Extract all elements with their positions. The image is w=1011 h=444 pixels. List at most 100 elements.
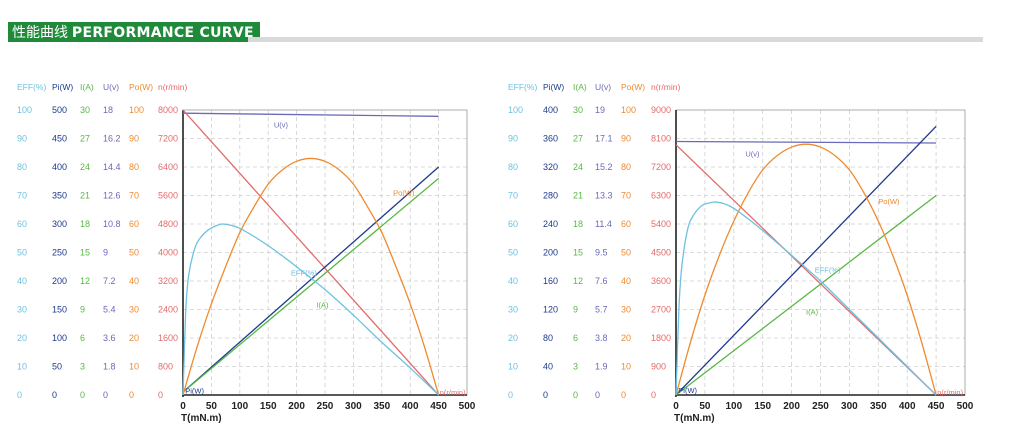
y-tick-u: 16.2 <box>103 134 121 144</box>
y-tick-pi: 160 <box>543 276 558 286</box>
y-tick-u: 9 <box>103 248 108 258</box>
x-tick-label: 300 <box>345 401 362 412</box>
series-eff-line <box>675 201 937 396</box>
y-tick-eff: 20 <box>508 333 518 343</box>
curve-label-i: I(A) <box>806 307 819 316</box>
y-tick-i: 9 <box>80 305 85 315</box>
y-tick-eff: 90 <box>508 134 518 144</box>
y-tick-i: 30 <box>573 105 583 115</box>
curve-label-eff: EFF(%) <box>815 265 841 274</box>
y-tick-po: 70 <box>621 191 631 201</box>
axis-header-pi: Pi(W) <box>543 82 564 92</box>
y-tick-po: 30 <box>621 305 631 315</box>
y-tick-po: 80 <box>129 162 139 172</box>
y-tick-i: 21 <box>573 191 583 201</box>
series-i-line <box>182 177 440 393</box>
y-tick-i: 12 <box>80 276 90 286</box>
y-tick-i: 24 <box>573 162 583 172</box>
y-tick-i: 18 <box>573 219 583 229</box>
y-tick-po: 20 <box>621 333 631 343</box>
y-tick-pi: 500 <box>52 105 67 115</box>
y-tick-po: 70 <box>129 191 139 201</box>
section-title-en: PERFORMANCE CURVE <box>71 25 254 41</box>
y-tick-po: 0 <box>621 390 626 400</box>
y-tick-eff: 100 <box>508 105 523 115</box>
curve-label-n: n(r/min) <box>937 388 963 397</box>
y-tick-n: 7200 <box>158 134 178 144</box>
y-tick-u: 0 <box>595 390 600 400</box>
y-tick-i: 18 <box>80 219 90 229</box>
x-tick-label: 350 <box>870 401 887 412</box>
y-tick-pi: 50 <box>52 362 62 372</box>
y-tick-u: 13.3 <box>595 191 613 201</box>
y-tick-n: 8100 <box>651 134 671 144</box>
y-tick-eff: 30 <box>17 305 27 315</box>
series-pi-line <box>182 166 440 393</box>
y-tick-po: 80 <box>621 162 631 172</box>
x-axis-label: T(mN.m) <box>181 413 222 424</box>
x-tick-label: 450 <box>430 401 447 412</box>
series-eff-line <box>182 223 440 396</box>
x-tick-label: 500 <box>957 401 974 412</box>
y-tick-po: 100 <box>621 105 636 115</box>
axis-header-pi: Pi(W) <box>52 82 73 92</box>
y-tick-po: 10 <box>129 362 139 372</box>
curve-label-u: U(v) <box>745 150 760 159</box>
y-tick-n: 4000 <box>158 248 178 258</box>
y-tick-u: 10.8 <box>103 219 121 229</box>
y-tick-pi: 40 <box>543 362 553 372</box>
y-tick-n: 3200 <box>158 276 178 286</box>
y-tick-pi: 80 <box>543 333 553 343</box>
y-tick-eff: 90 <box>17 134 27 144</box>
y-tick-i: 15 <box>80 248 90 258</box>
axis-header-u: U(v) <box>595 82 611 92</box>
y-tick-i: 0 <box>573 390 578 400</box>
x-tick-label: 50 <box>699 401 711 412</box>
y-tick-po: 40 <box>129 276 139 286</box>
y-tick-eff: 0 <box>17 390 22 400</box>
x-tick-label: 350 <box>373 401 390 412</box>
series-i-line <box>675 194 937 396</box>
x-tick-label: 0 <box>180 401 186 412</box>
y-tick-u: 11.4 <box>595 219 612 229</box>
y-tick-po: 20 <box>129 333 139 343</box>
y-tick-pi: 400 <box>52 162 67 172</box>
y-tick-i: 9 <box>573 305 578 315</box>
y-tick-u: 3.6 <box>103 333 116 343</box>
y-tick-po: 60 <box>621 219 631 229</box>
y-tick-n: 1600 <box>158 333 178 343</box>
y-tick-n: 8000 <box>158 105 178 115</box>
series-po-line <box>182 157 440 396</box>
y-tick-pi: 200 <box>543 248 558 258</box>
series-po-line <box>675 143 937 396</box>
x-tick-label: 150 <box>260 401 277 412</box>
y-tick-i: 6 <box>80 333 85 343</box>
header-divider <box>248 37 983 42</box>
y-tick-u: 15.2 <box>595 162 613 172</box>
axis-header-i: I(A) <box>80 82 94 92</box>
curve-label-eff: EFF(%) <box>291 268 317 277</box>
y-tick-po: 60 <box>129 219 139 229</box>
y-tick-n: 9000 <box>651 105 671 115</box>
y-tick-i: 27 <box>80 134 90 144</box>
y-tick-u: 5.4 <box>103 305 116 315</box>
y-tick-u: 1.8 <box>103 362 116 372</box>
y-tick-n: 800 <box>158 362 173 372</box>
y-tick-n: 900 <box>651 362 666 372</box>
y-tick-eff: 20 <box>17 333 27 343</box>
x-tick-label: 300 <box>841 401 858 412</box>
y-tick-u: 5.7 <box>595 305 608 315</box>
axis-header-eff: EFF(%) <box>508 82 537 92</box>
y-tick-i: 24 <box>80 162 90 172</box>
y-tick-pi: 240 <box>543 219 558 229</box>
y-tick-eff: 100 <box>17 105 32 115</box>
y-tick-i: 3 <box>573 362 578 372</box>
y-tick-eff: 50 <box>17 248 27 258</box>
y-tick-n: 5600 <box>158 191 178 201</box>
x-tick-label: 500 <box>459 401 476 412</box>
y-tick-u: 18 <box>103 105 113 115</box>
chart-1: EFF(%) Pi(W) I(A) U(v) Po(W) n(r/min)10090807… <box>17 82 476 424</box>
curve-label-u: U(v) <box>274 120 289 129</box>
curve-label-po: Po(W) <box>393 189 415 198</box>
series-n-line <box>182 109 440 396</box>
